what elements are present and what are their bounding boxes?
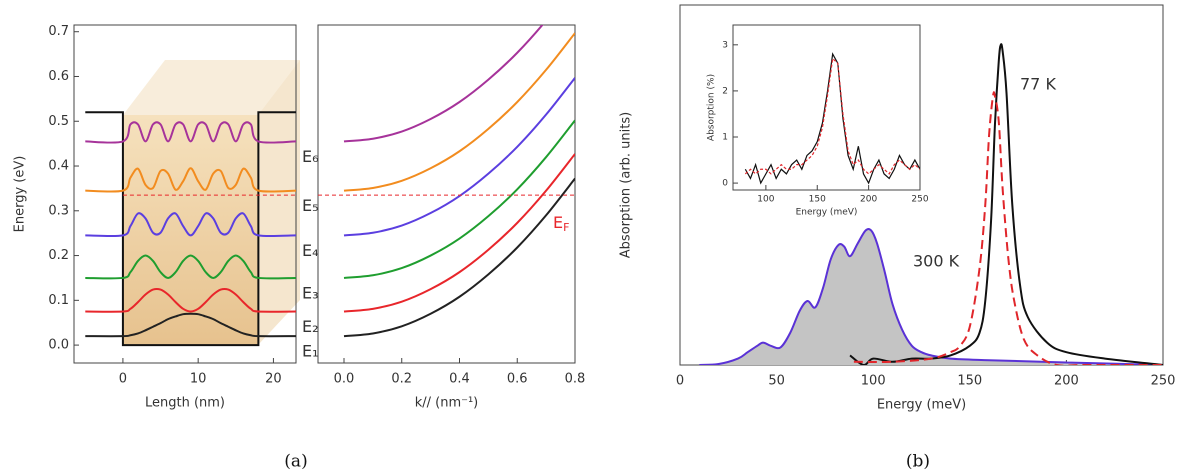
area [699, 229, 1163, 365]
x-axis-label: Energy (meV) [796, 208, 858, 218]
y-tick-label: 0 [722, 179, 728, 189]
x-tick-label: 250 [911, 195, 928, 205]
series-line [85, 312, 296, 338]
y-tick-label: 0.7 [48, 24, 69, 39]
fermi-symbol: E [553, 213, 563, 232]
y-tick-label: 2 [722, 86, 728, 96]
series-label: E₄ [302, 241, 319, 260]
series-line [699, 228, 1163, 365]
x-tick-label: 250 [1151, 374, 1176, 389]
series-line [85, 121, 296, 144]
y-tick-label: 0.4 [48, 159, 69, 174]
plot-frame [317, 24, 576, 364]
x-tick-label: 10 [190, 372, 207, 387]
well-side [258, 60, 300, 345]
series-line [849, 43, 1163, 365]
fermi-subscript: F [563, 221, 569, 234]
plot-area [699, 43, 1163, 365]
series-label: E₃ [302, 283, 319, 302]
y-tick-label: 1 [722, 132, 728, 142]
y-tick-label: 0.5 [48, 114, 69, 129]
x-tick-label: 0.0 [334, 372, 355, 387]
series-label: E₂ [302, 317, 319, 336]
series-line [343, 177, 575, 338]
x-tick-label: 0 [676, 374, 684, 389]
y-tick-label: 0.3 [48, 203, 69, 218]
x-tick-label: 0.8 [565, 372, 586, 387]
series-line [343, 32, 575, 192]
y-tick-label: 3 [722, 40, 728, 50]
x-tick-label: 150 [809, 195, 826, 205]
series-line [343, 153, 575, 313]
well-top [123, 60, 300, 115]
y-axis-label: Energy (eV) [13, 156, 28, 233]
x-tick-label: 100 [861, 374, 886, 389]
series-label: 300 K [913, 252, 960, 271]
y-tick-label: 0.6 [48, 69, 69, 84]
x-tick-label: 20 [265, 372, 282, 387]
series-line [744, 52, 920, 185]
series-line [343, 25, 544, 143]
plot-area [85, 111, 296, 347]
series-line [85, 212, 296, 238]
y-tick-label: 0.0 [48, 338, 69, 353]
series-line [343, 119, 575, 279]
x-tick-label: 0 [119, 372, 127, 387]
series-line [85, 111, 296, 347]
x-tick-label: 150 [957, 374, 982, 389]
fermi-label: EF [553, 213, 569, 235]
plot-area [744, 52, 920, 185]
series-line [343, 77, 575, 237]
series-label: E₅ [302, 196, 319, 215]
y-axis-label: Absorption (arb. units) [619, 112, 634, 258]
x-tick-label: 0.6 [507, 372, 528, 387]
x-tick-label: 50 [768, 374, 785, 389]
series-label: E₁ [302, 342, 319, 361]
x-tick-label: 200 [860, 195, 877, 205]
x-tick-label: 100 [757, 195, 774, 205]
caption: (a) [284, 452, 307, 472]
well-fill [123, 115, 258, 345]
y-tick-label: 0.2 [48, 248, 69, 263]
caption: (b) [906, 452, 930, 472]
x-axis-label: Energy (meV) [877, 398, 966, 413]
y-tick-label: 0.1 [48, 293, 69, 308]
x-axis-label: k// (nm⁻¹) [415, 396, 479, 411]
y-axis-label: Absorption (%) [707, 74, 717, 141]
series-line [85, 254, 296, 280]
series-line [853, 91, 1163, 365]
plot-frame [73, 24, 297, 364]
series-line [85, 287, 296, 313]
x-tick-label: 200 [1054, 374, 1079, 389]
x-axis-label: Length (nm) [145, 396, 225, 411]
series-label: E₆ [302, 147, 319, 166]
series-line [744, 57, 920, 175]
plot-frame [679, 4, 1164, 366]
series-line [85, 167, 296, 193]
series-label: 77 K [1020, 75, 1056, 94]
x-tick-label: 0.4 [449, 372, 470, 387]
x-tick-label: 0.2 [391, 372, 412, 387]
plot-frame [732, 24, 921, 191]
plot-area [343, 25, 575, 338]
